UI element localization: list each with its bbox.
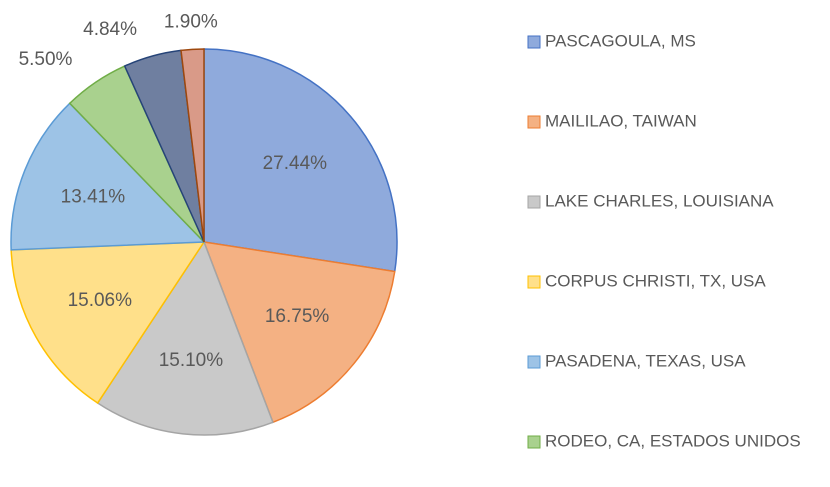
legend-swatch bbox=[527, 115, 541, 129]
pie-slice bbox=[10, 241, 206, 405]
legend-swatch bbox=[527, 355, 541, 369]
pie-slice bbox=[96, 240, 274, 436]
slice-label: 1.90% bbox=[164, 11, 218, 32]
pie-slice bbox=[180, 48, 205, 243]
slice-label: 27.44% bbox=[263, 153, 328, 174]
legend-label: PASCAGOULA, MS bbox=[545, 31, 696, 50]
legend-swatch bbox=[527, 275, 541, 289]
pie-slice bbox=[203, 48, 398, 273]
slice-label: 15.10% bbox=[159, 350, 224, 371]
legend-label: RODEO, CA, ESTADOS UNIDOS bbox=[545, 431, 801, 450]
legend-swatch bbox=[527, 195, 541, 209]
legend-label: LAKE CHARLES, LOUISIANA bbox=[545, 191, 774, 210]
legend-swatch bbox=[527, 435, 541, 449]
pie-slice bbox=[10, 102, 206, 251]
legend-label: PASADENA, TEXAS, USA bbox=[545, 351, 746, 370]
slice-label: 13.41% bbox=[61, 187, 126, 208]
slice-label: 16.75% bbox=[265, 306, 330, 327]
slice-label: 4.84% bbox=[83, 19, 137, 40]
legend-swatch bbox=[527, 35, 541, 49]
slice-label: 15.06% bbox=[68, 290, 133, 311]
slice-label: 5.50% bbox=[19, 49, 73, 70]
pie-slice bbox=[202, 241, 396, 424]
legend-label: MAILILAO, TAIWAN bbox=[545, 111, 697, 130]
legend-label: CORPUS CHRISTI, TX, USA bbox=[545, 271, 766, 290]
